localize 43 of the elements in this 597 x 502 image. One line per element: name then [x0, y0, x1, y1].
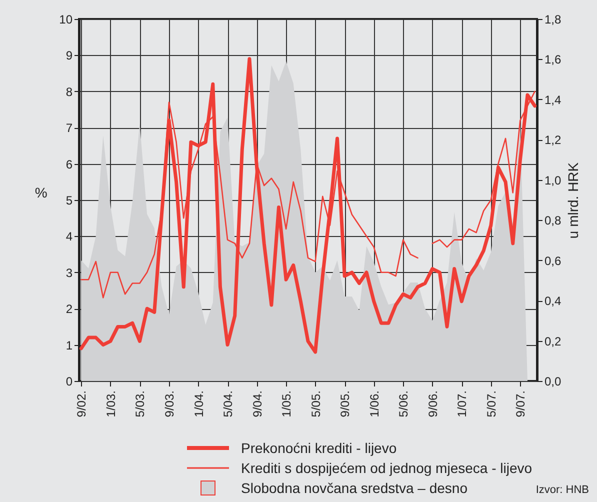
legend-label: Prekonoćni krediti - lijevo: [241, 440, 397, 456]
x-tick-label: 5/04.: [221, 390, 236, 418]
x-tick-label: 1/04.: [192, 390, 206, 418]
y-tick-label: 7: [66, 121, 73, 136]
y-axis-title: %: [34, 184, 48, 200]
x-tick-label: 5/07.: [484, 390, 498, 418]
y2-tick-label: 0,6: [544, 254, 562, 268]
y-tick-label: 5: [66, 194, 73, 208]
x-tick-label: 9/05.: [338, 390, 352, 418]
legend-label: Krediti s dospijećem od jednog mjeseca - lijevo: [241, 460, 532, 476]
y-tick-label: 3: [66, 266, 73, 280]
y2-tick-label: 1,0: [544, 173, 562, 188]
x-tick-label: 9/02.: [74, 390, 89, 418]
x-tick-label: 1/03.: [104, 390, 118, 418]
y2-tick-label: 1,8: [544, 12, 562, 26]
text: Izvor: HNB: [536, 484, 589, 496]
x-tick-label: 9/03.: [162, 390, 176, 418]
y2-tick-label: 0,0: [544, 374, 562, 388]
y2-tick-label: 1,2: [544, 133, 562, 148]
x-tick-label: 9/04.: [250, 390, 264, 418]
y-tick-label: 4: [66, 230, 73, 244]
y-tick-label: 9: [66, 48, 73, 63]
y2-axis-title: u mlrd. HRK: [565, 162, 582, 239]
x-tick-label: 1/06.: [367, 390, 382, 418]
y-tick-label: 8: [66, 84, 73, 99]
x-tick-label: 9/07.: [514, 390, 528, 418]
y-tick-label: 1: [66, 338, 73, 352]
y2-tick-label: 0,8: [544, 214, 562, 228]
x-tick-label: 5/05.: [308, 390, 323, 418]
x-tick-label: 5/03.: [133, 390, 148, 418]
x-tick-label: 9/06.: [426, 390, 440, 418]
legend-label: Slobodna novčana sredstva – desno: [241, 480, 468, 496]
y-tick-label: 10: [59, 12, 73, 26]
y-tick-label: 2: [66, 302, 73, 316]
y2-tick-label: 1,4: [544, 92, 562, 107]
y2-tick-label: 0,4: [544, 294, 562, 308]
y2-tick-label: 0,2: [544, 334, 562, 348]
x-tick-label: 1/05.: [280, 390, 294, 418]
y-tick-label: 0: [66, 374, 73, 388]
y-tick-label: 6: [66, 157, 73, 172]
x-tick-label: 1/07.: [455, 390, 470, 418]
x-tick-label: 5/06.: [396, 390, 411, 418]
y2-tick-label: 1,6: [544, 52, 562, 67]
